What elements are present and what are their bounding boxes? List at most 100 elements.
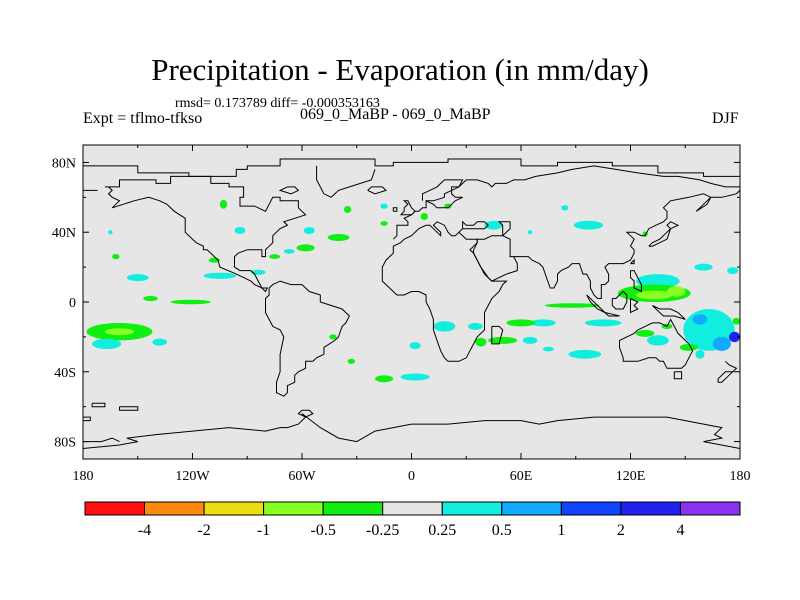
colorbar-label: -0.5 <box>311 522 336 539</box>
coastline <box>91 402 106 408</box>
coastline <box>297 409 314 418</box>
coastline <box>83 437 120 443</box>
anomaly-patch <box>327 234 350 241</box>
anomaly-patch <box>433 321 456 332</box>
coastline <box>652 305 686 320</box>
anomaly-patch <box>636 274 680 289</box>
coastline <box>473 235 518 282</box>
season-label: DJF <box>712 110 739 127</box>
anomaly-patch <box>542 346 554 352</box>
anomaly-patch <box>729 331 740 343</box>
anomaly-patch <box>108 230 113 235</box>
coastline <box>403 220 489 240</box>
x-tick-label: 120E <box>616 469 646 484</box>
coastline <box>673 371 683 380</box>
anomaly-patch <box>112 254 120 260</box>
anomaly-patch <box>484 220 503 230</box>
colorbar-label: -4 <box>138 522 151 539</box>
anomaly-patch <box>694 263 713 271</box>
colorbar-label: -2 <box>197 522 210 539</box>
anomaly-patch <box>219 199 228 209</box>
coastline <box>278 186 300 195</box>
coastline <box>648 221 680 247</box>
experiment-label: Expt = tflmo-tfkso <box>83 110 203 127</box>
anomaly-patch <box>527 230 533 235</box>
coastline <box>392 207 398 212</box>
coastline <box>630 298 639 314</box>
anomaly-patch <box>732 317 740 325</box>
map-axes: 180 120W 60W 0 60E 120E 180 80N 40N 0 40S 80S <box>52 144 751 484</box>
anomaly-patch <box>468 322 483 330</box>
colorbar-label: -0.25 <box>366 522 399 539</box>
coastline <box>301 413 740 449</box>
plot-title: Precipitation - Evaporation (in mm/day) <box>151 52 649 87</box>
anomaly-patch <box>695 349 705 359</box>
colorbar-label: -1 <box>257 522 270 539</box>
x-tick-label: 60W <box>288 469 316 484</box>
colorbar: -4 -2 -1 -0.5 -0.25 0.25 0.5 1 2 4 <box>84 501 741 539</box>
y-tick-label: 80N <box>52 156 76 171</box>
colorbar-box <box>322 501 384 516</box>
colorbar-box <box>84 501 145 516</box>
anomaly-patch <box>409 342 421 350</box>
colorbar-label: 2 <box>617 522 625 539</box>
coastline <box>119 406 139 411</box>
anomaly-patch <box>530 319 556 327</box>
colorbar-box <box>382 501 443 516</box>
colorbar-box <box>144 501 205 516</box>
coastline <box>265 280 351 397</box>
anomaly-patch <box>343 206 352 213</box>
coastline <box>611 290 628 310</box>
anomaly-patch <box>635 290 673 300</box>
coastline <box>422 179 464 202</box>
coastline <box>83 158 740 177</box>
coastline <box>316 165 376 198</box>
colorbar-box <box>441 501 503 516</box>
anomaly-patch <box>234 227 246 234</box>
x-tick-label: 180 <box>730 469 751 484</box>
anomaly-patch <box>727 267 739 275</box>
anomaly-patch <box>347 358 355 364</box>
colorbar-box <box>620 501 681 516</box>
colorbar-box <box>560 501 622 516</box>
colorbar-box <box>680 501 741 516</box>
anomaly-patch <box>303 227 315 234</box>
y-tick-label: 40S <box>54 366 76 381</box>
x-tick-label: 60E <box>510 469 533 484</box>
coastline <box>104 175 307 293</box>
anomaly-patch <box>375 375 394 383</box>
coastline <box>619 318 694 369</box>
colorbar-label: 1 <box>557 522 565 539</box>
anomaly-patch <box>143 295 158 302</box>
colorbar-label: 4 <box>677 522 685 539</box>
colorbar-box <box>501 501 562 516</box>
anomaly-patch <box>568 349 602 359</box>
anomaly-patch <box>170 299 211 305</box>
anomaly-patch <box>584 319 622 327</box>
anomaly-patch <box>475 337 487 347</box>
anomaly-patch <box>296 244 315 252</box>
anomaly-patch <box>561 205 569 211</box>
y-tick-label: 40N <box>52 226 76 241</box>
anomaly-patch <box>522 336 538 344</box>
x-tick-label: 0 <box>408 469 415 484</box>
anomaly-patch <box>636 329 655 337</box>
anomaly-patch <box>488 336 518 344</box>
x-tick-label: 120W <box>175 469 210 484</box>
anomaly-patch <box>104 328 135 336</box>
y-tick-label: 80S <box>54 436 76 451</box>
anomaly-patch <box>329 334 337 340</box>
coastline <box>630 270 642 293</box>
coastline <box>604 312 620 317</box>
coastline <box>367 186 387 195</box>
anomaly-patch <box>152 338 167 346</box>
y-tick-label: 0 <box>69 296 76 311</box>
anomaly-patch <box>380 203 388 209</box>
anomaly-patch <box>380 221 388 226</box>
anomaly-patch <box>679 343 699 351</box>
anomaly-patch <box>506 319 536 327</box>
colorbar-label: 0.25 <box>428 522 456 539</box>
anomaly-patch <box>544 303 600 308</box>
x-tick-label: 180 <box>73 469 94 484</box>
anomaly-patch <box>573 220 604 230</box>
